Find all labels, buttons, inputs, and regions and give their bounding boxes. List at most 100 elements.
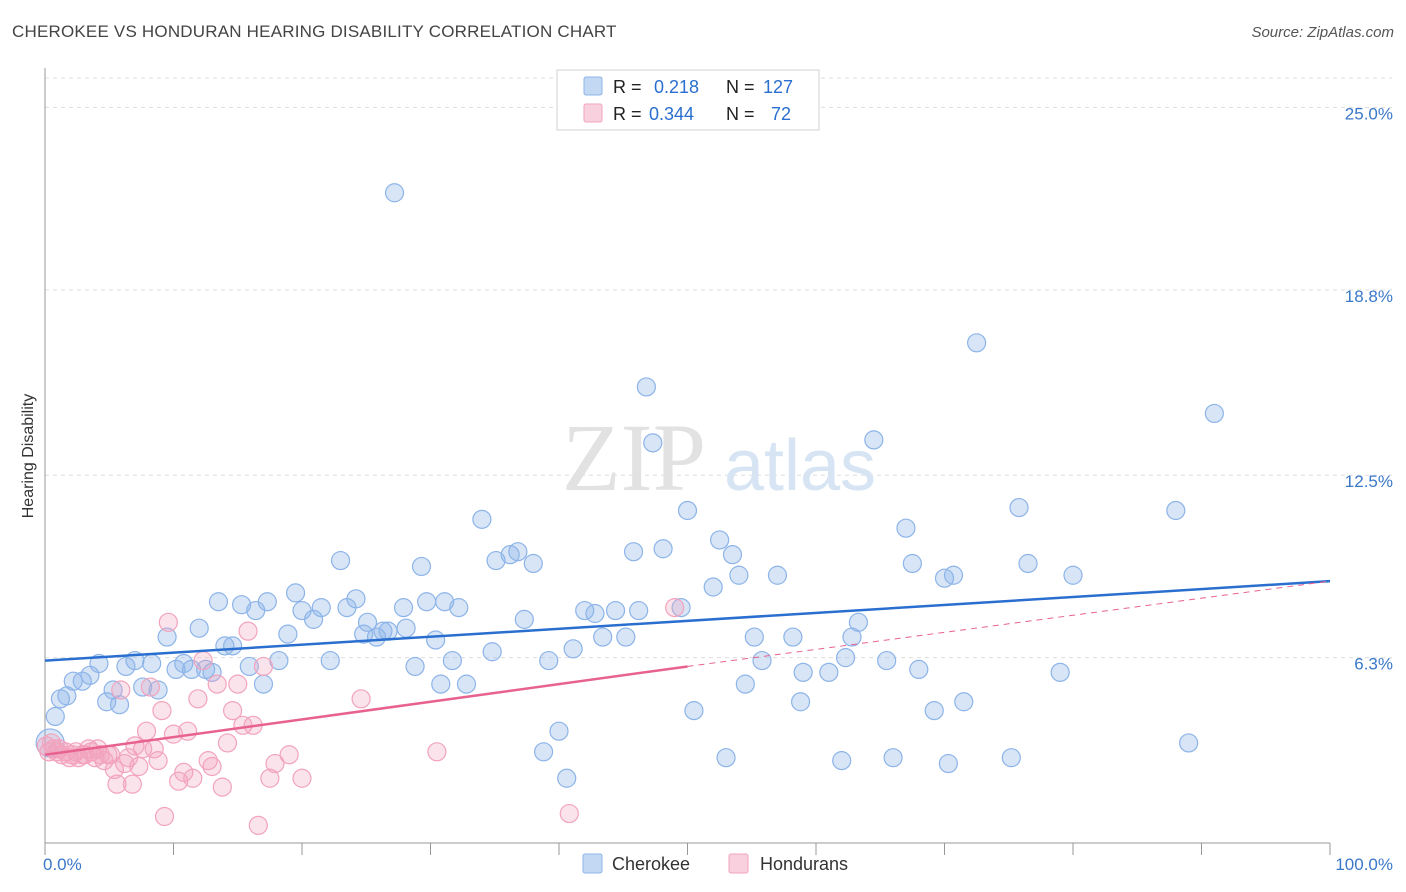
cherokee-point — [722, 545, 743, 565]
cherokee-point — [346, 589, 366, 609]
cherokee-trend-line — [44, 579, 1331, 662]
hondurans-point — [265, 753, 285, 774]
hondurans-point — [178, 721, 198, 741]
cherokee-point — [954, 692, 974, 712]
hondurans-point — [104, 759, 124, 780]
source-label: Source: ZipAtlas.com — [1251, 24, 1394, 41]
hondurans-point — [260, 768, 280, 788]
x-tick-label-max: 100.0% — [1335, 855, 1393, 874]
hondurans-point — [188, 689, 208, 709]
cherokee-point — [157, 627, 177, 647]
cherokee-point — [223, 636, 243, 656]
cherokee-point — [710, 530, 730, 550]
hondurans-point — [129, 756, 149, 777]
cherokee-point — [585, 603, 605, 624]
gridlines — [45, 77, 1392, 659]
cherokee-point — [411, 556, 432, 577]
cherokee-point — [232, 595, 252, 615]
hondurans-point — [122, 774, 142, 794]
hondurans-point — [107, 774, 127, 794]
legend-r-value-1: 0.218 — [654, 77, 699, 97]
cherokee-point — [1050, 662, 1070, 682]
hondurans-point — [559, 803, 579, 824]
cherokee-point — [508, 542, 528, 562]
cherokee-point — [330, 550, 351, 571]
hondurans-point — [152, 700, 172, 721]
cherokee-point — [486, 550, 506, 571]
cherokee-point — [208, 592, 229, 612]
cherokee-point — [653, 539, 673, 559]
cherokee-point — [790, 692, 811, 712]
hondurans-point — [154, 806, 175, 827]
hondurans-point — [427, 742, 447, 762]
trend-lines — [44, 579, 1331, 756]
hondurans-point — [253, 656, 274, 677]
cherokee-point — [472, 509, 492, 529]
cherokee-point — [684, 700, 704, 721]
cherokee-point — [311, 598, 331, 618]
y-tick-label: 25.0% — [1345, 104, 1393, 123]
cherokee-point — [848, 612, 869, 632]
cherokee-point — [45, 706, 65, 727]
hondurans-point — [223, 700, 243, 721]
cherokee-point — [303, 609, 324, 629]
cherokee-point — [523, 553, 543, 574]
cherokee-point — [623, 542, 644, 562]
cherokee-point — [793, 662, 813, 682]
cherokee-point — [320, 650, 340, 671]
cherokee-point — [616, 627, 636, 647]
hondurans-point — [111, 680, 131, 700]
cherokee-point — [239, 656, 259, 677]
cherokee-point — [482, 642, 502, 662]
cherokee-point — [396, 618, 416, 638]
cherokee-point — [435, 592, 455, 612]
cherokee-point — [896, 518, 916, 538]
cherokee-point — [539, 650, 559, 671]
cherokee-point — [285, 583, 306, 603]
cherokee-point — [877, 650, 897, 671]
hondurans-point — [217, 733, 238, 753]
cherokee-point — [148, 680, 168, 700]
hondurans-trend-line — [44, 665, 688, 756]
hondurans-point — [279, 745, 299, 765]
hondurans-point — [183, 768, 203, 788]
hondurans-point — [193, 650, 213, 671]
cherokee-point — [257, 592, 277, 612]
hondurans-point — [212, 777, 232, 797]
y-tick-label: 18.8% — [1345, 287, 1393, 306]
legend-item-cherokee-label: Cherokee — [612, 854, 690, 874]
legend-n-value-2: 72 — [771, 104, 791, 124]
cherokee-point — [1063, 565, 1083, 585]
cherokee-point — [278, 624, 298, 644]
cherokee-point — [133, 677, 153, 697]
cherokee-point — [1166, 500, 1186, 521]
legend-n-label-1: N = — [726, 77, 755, 97]
legend-swatch-hondurans — [583, 103, 603, 123]
stats-legend: R = 0.218 N = 127 R = 0.344 N = 72 — [556, 69, 820, 131]
cherokee-point — [924, 700, 944, 721]
cherokee-point — [431, 674, 451, 694]
watermark-atlas: atlas — [724, 426, 876, 506]
cherokee-point — [605, 600, 626, 621]
cherokee-point — [883, 748, 903, 768]
legend-item-hondurans-label: Hondurans — [760, 854, 848, 874]
x-tick-labels: 0.0% 100.0% — [43, 855, 1393, 874]
y-axis-label: Hearing Disability — [20, 394, 37, 519]
cherokee-point — [426, 630, 446, 650]
cherokee-point — [636, 377, 656, 397]
cherokee-point — [943, 565, 964, 585]
y-tick-label: 12.5% — [1345, 472, 1393, 491]
y-tick-labels: 6.3% 12.5% 18.8% 25.0% — [1345, 104, 1393, 673]
hondurans-point — [148, 751, 168, 771]
cherokee-point — [967, 333, 987, 353]
cherokee-point — [909, 659, 929, 680]
watermark-zip: ZIP — [562, 404, 706, 511]
cherokee-point — [393, 598, 414, 618]
cherokee-point — [384, 183, 405, 203]
y-tick-label: 6.3% — [1354, 655, 1393, 674]
cherokee-point — [456, 674, 477, 694]
cherokee-point — [549, 721, 569, 741]
legend-r-label-1: R = — [613, 77, 642, 97]
cherokee-point — [744, 627, 764, 647]
cherokee-point — [189, 618, 209, 638]
